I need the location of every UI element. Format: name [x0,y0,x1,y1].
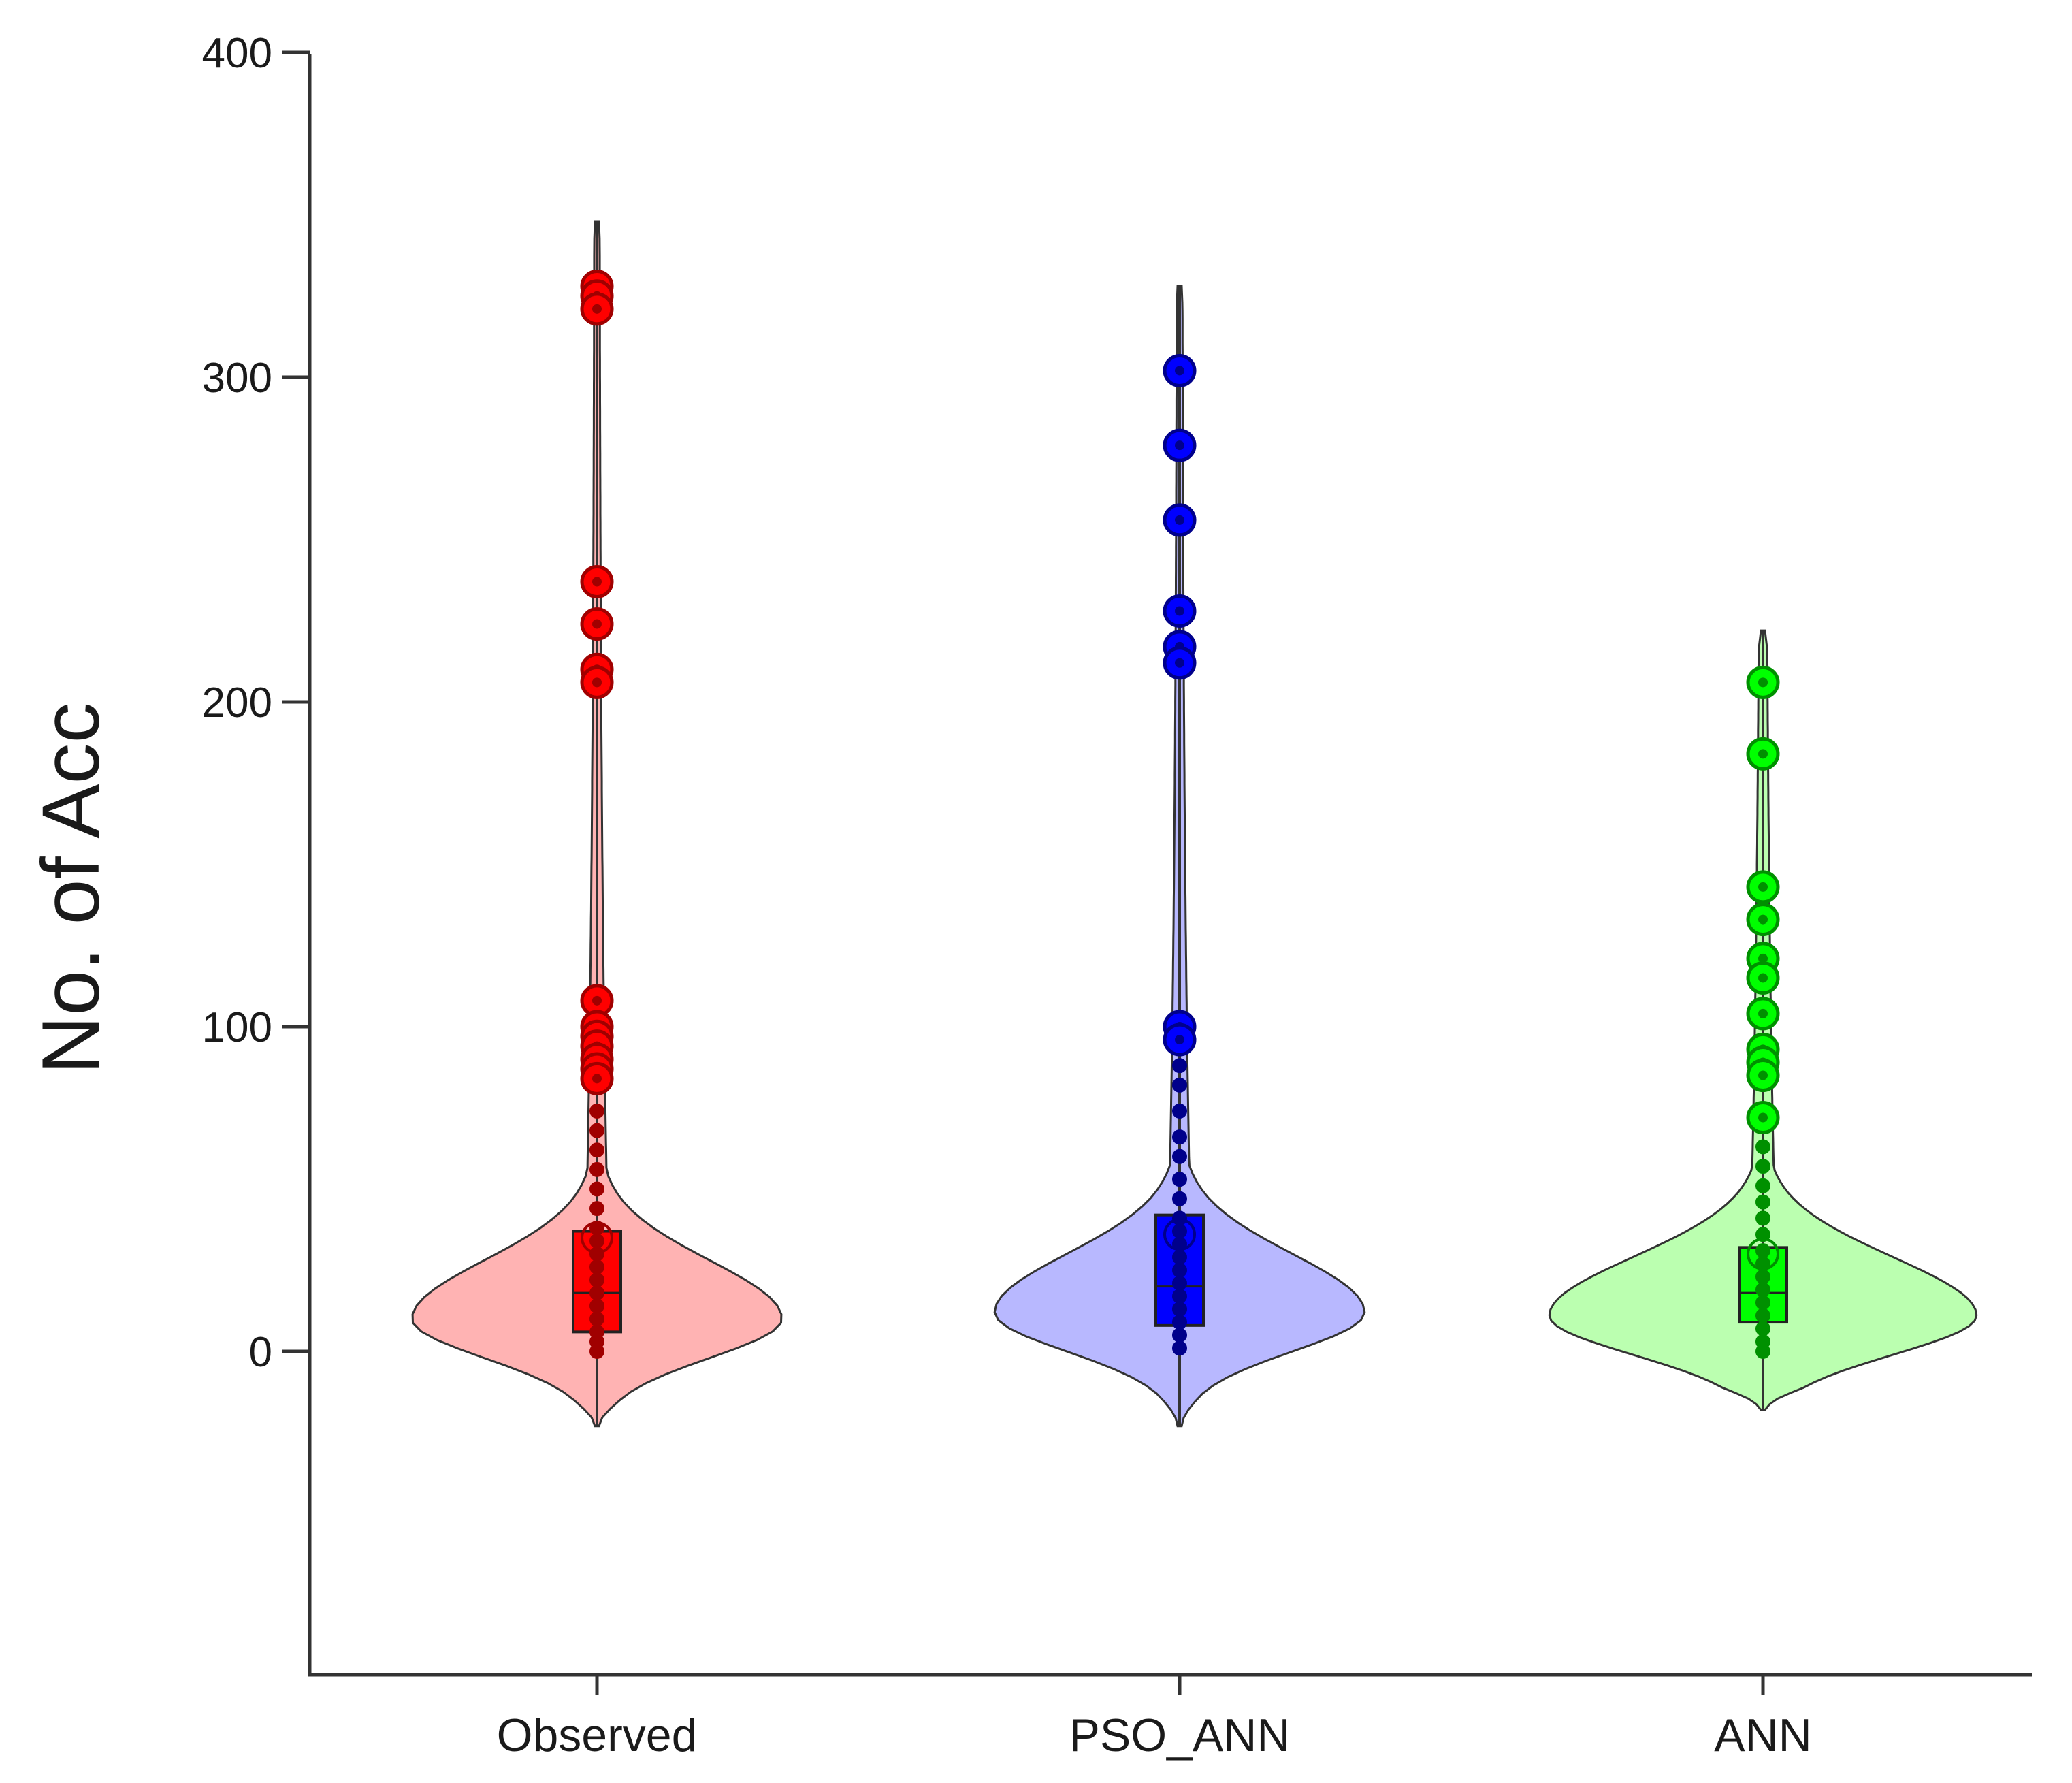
outlier-core-observed-4 [592,619,602,629]
point-pso-ann-8 [1172,1236,1187,1252]
outlier-core-observed-13 [592,1074,602,1084]
point-observed-4 [589,1298,604,1314]
point-ann-3 [1755,1308,1770,1323]
outlier-core-ann-3 [1758,914,1768,925]
point-ann-8 [1755,1243,1770,1259]
y-tick-label-300: 300 [202,355,272,402]
outlier-core-ann-2 [1758,882,1768,892]
point-pso-ann-3 [1172,1301,1187,1317]
outlier-core-observed-3 [592,577,602,587]
axes [308,54,2032,1677]
outlier-core-pso-ann-7 [1175,1035,1184,1045]
outlier-core-observed-7 [592,995,602,1006]
outlier-core-pso-ann-5 [1175,658,1184,668]
point-ann-1 [1755,1334,1770,1349]
point-ann-7 [1755,1256,1770,1272]
point-observed-11 [589,1201,604,1217]
point-pso-ann-10 [1172,1210,1187,1226]
x-tick-label-ann: ANN [1714,1709,1812,1761]
point-pso-ann-1 [1172,1328,1187,1343]
point-pso-ann-7 [1172,1249,1187,1265]
point-pso-ann-6 [1172,1262,1187,1278]
point-observed-12 [589,1181,604,1197]
point-observed-16 [589,1104,604,1119]
point-ann-9 [1755,1227,1770,1242]
outlier-core-pso-ann-0 [1175,366,1184,376]
point-ann-14 [1755,1139,1770,1155]
outlier-core-pso-ann-1 [1175,440,1184,451]
outlier-core-ann-10 [1758,1112,1768,1123]
outlier-core-observed-2 [592,304,602,314]
point-pso-ann-11 [1172,1191,1187,1206]
point-ann-12 [1755,1178,1770,1193]
point-pso-ann-2 [1172,1315,1187,1330]
y-axis-title: No. of Acc [25,703,116,1075]
x-tick-label-pso_ann: PSO_ANN [1069,1709,1291,1761]
point-pso-ann-17 [1172,1058,1187,1074]
point-ann-4 [1755,1295,1770,1311]
y-tick-label-0: 0 [249,1329,272,1376]
point-observed-14 [589,1142,604,1158]
outlier-core-ann-0 [1758,677,1768,688]
outlier-core-ann-5 [1758,973,1768,983]
point-pso-ann-15 [1172,1104,1187,1119]
y-tick-label-100: 100 [202,1004,272,1051]
point-ann-11 [1755,1194,1770,1210]
y-tick-label-200: 200 [202,679,272,726]
point-pso-ann-12 [1172,1172,1187,1187]
outlier-core-pso-ann-3 [1175,606,1184,616]
point-observed-3 [589,1311,604,1327]
point-observed-13 [589,1161,604,1177]
point-pso-ann-4 [1172,1288,1187,1304]
outlier-core-observed-6 [592,677,602,688]
point-pso-ann-13 [1172,1148,1187,1164]
outlier-core-ann-6 [1758,1008,1768,1018]
point-observed-8 [589,1246,604,1262]
point-observed-5 [589,1285,604,1301]
point-observed-9 [589,1233,604,1249]
outlier-core-ann-9 [1758,1070,1768,1080]
tick-layer: 0 100 200 300 400 Observed PSO_ANN ANN [202,30,1812,1761]
outlier-core-ann-1 [1758,749,1768,759]
point-observed-2 [589,1324,604,1340]
point-ann-2 [1755,1321,1770,1336]
point-observed-10 [589,1220,604,1236]
outlier-core-ann-4 [1758,953,1768,963]
point-observed-6 [589,1272,604,1288]
point-observed-7 [589,1259,604,1274]
y-tick-label-400: 400 [202,30,272,77]
point-pso-ann-0 [1172,1340,1187,1356]
point-pso-ann-5 [1172,1275,1187,1291]
point-ann-5 [1755,1282,1770,1298]
point-pso-ann-9 [1172,1223,1187,1239]
point-observed-15 [589,1123,604,1138]
outlier-core-pso-ann-2 [1175,515,1184,525]
point-layer [580,269,1780,1359]
point-pso-ann-16 [1172,1077,1187,1093]
point-ann-6 [1755,1269,1770,1285]
point-pso-ann-14 [1172,1129,1187,1145]
point-ann-13 [1755,1159,1770,1174]
x-tick-label-observed: Observed [497,1709,698,1761]
point-ann-10 [1755,1210,1770,1226]
